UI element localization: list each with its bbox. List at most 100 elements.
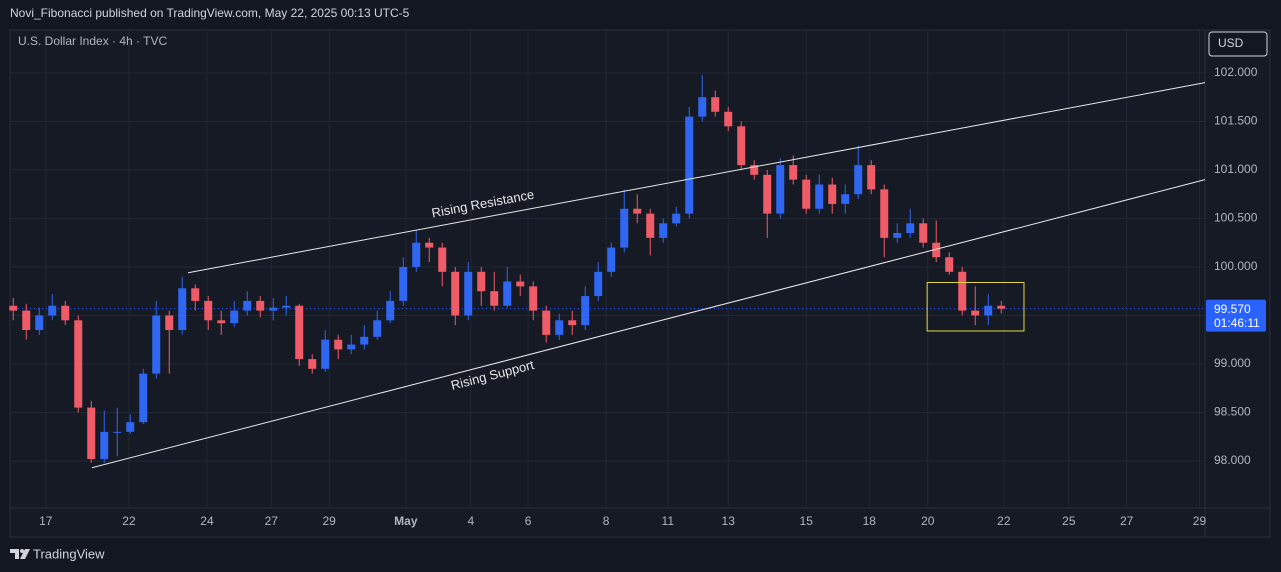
x-tick-label: 6 [525, 514, 532, 528]
candle-body [386, 300, 395, 321]
x-tick-label: 18 [863, 514, 877, 528]
candle-body [542, 310, 551, 335]
candle-body [958, 271, 967, 311]
candle-body [477, 271, 486, 292]
candle-body [802, 179, 811, 209]
candle-body [919, 223, 928, 243]
trend-line [91, 179, 1206, 469]
y-tick-label: 98.500 [1214, 405, 1251, 419]
currency-label[interactable]: USD [1218, 36, 1244, 50]
tv-logo [10, 549, 30, 559]
candle-body [685, 116, 694, 214]
candle-body [971, 310, 980, 316]
candle-body [464, 271, 473, 316]
candle-body [113, 431, 122, 433]
candle-body [672, 213, 681, 224]
x-tick-label: 15 [800, 514, 814, 528]
candle-body [737, 126, 746, 166]
x-tick-label: 22 [997, 514, 1011, 528]
candle-body [373, 320, 382, 337]
x-tick-label: 11 [662, 514, 675, 528]
candle-body [724, 111, 733, 127]
candle-body [100, 431, 109, 460]
candle-body [659, 223, 668, 238]
last-price-tag [1206, 299, 1266, 332]
candle-body [61, 305, 70, 321]
x-tick-label: 25 [1062, 514, 1076, 528]
candle-body [568, 320, 577, 326]
candle-body [152, 315, 161, 374]
x-tick-label: May [394, 514, 418, 528]
y-tick-label: 100.000 [1214, 259, 1258, 273]
candle-body [581, 296, 590, 326]
candle-body [854, 165, 863, 195]
candle-body [516, 281, 525, 287]
x-tick-label: 8 [603, 514, 610, 528]
candle-body [334, 339, 343, 350]
candle-body [529, 286, 538, 311]
candle-body [9, 305, 18, 311]
candle-body [607, 247, 616, 272]
logo-part [20, 549, 24, 553]
candle-body [282, 305, 291, 308]
candle-body [841, 194, 850, 204]
candle-body [997, 305, 1006, 309]
chart-pane [9, 29, 1271, 538]
candle-body [893, 233, 902, 238]
y-tick-label: 99.000 [1214, 356, 1251, 370]
candle-body [191, 288, 200, 301]
candle-body [230, 310, 239, 324]
candle-body [217, 320, 226, 324]
x-tick-label: 4 [467, 514, 474, 528]
x-tick-label: 29 [322, 514, 336, 528]
logo-part [20, 549, 30, 559]
candle-body [74, 320, 83, 408]
x-tick-label: 13 [722, 514, 736, 528]
candle-body [35, 315, 44, 331]
published-line: Novi_Fibonacci published on TradingView.… [10, 6, 410, 20]
y-tick-label: 101.500 [1214, 114, 1258, 128]
candle-body [22, 310, 31, 331]
y-tick-label: 101.000 [1214, 162, 1258, 176]
countdown-label: 01:46:11 [1214, 316, 1260, 330]
candle-body [412, 242, 421, 267]
candle-body [646, 213, 655, 238]
x-tick-label: 27 [265, 514, 279, 528]
candle-body [503, 281, 512, 306]
trend-line [188, 82, 1206, 274]
candle-body [490, 291, 499, 306]
candle-body [880, 189, 889, 238]
candle-body [87, 407, 96, 460]
currency-button[interactable] [1208, 31, 1268, 57]
candle-body [932, 242, 941, 258]
candle-body [815, 184, 824, 209]
candle-body [763, 174, 772, 214]
candle-body [620, 208, 629, 248]
candle-body [555, 320, 564, 335]
symbol-title: U.S. Dollar Index · 4h · TVC [18, 34, 167, 48]
candle-body [776, 165, 785, 214]
x-tick-label: 17 [39, 514, 53, 528]
candle-body [698, 97, 707, 117]
candle-body [243, 300, 252, 311]
last-price-label: 99.570 [1214, 302, 1251, 316]
candle-body [360, 336, 369, 345]
highlight-box [926, 281, 1025, 332]
candle-body [711, 97, 720, 112]
candle-body [165, 315, 174, 331]
candle-body [984, 305, 993, 316]
candle-body [269, 307, 278, 311]
candle-body [828, 184, 837, 204]
candle-body [594, 271, 603, 297]
x-tick-label: 22 [122, 514, 136, 528]
x-tick-label: 29 [1193, 514, 1207, 528]
candle-body [204, 300, 213, 321]
candle-body [425, 242, 434, 248]
logo-part [10, 549, 19, 559]
candle-body [48, 305, 57, 316]
brand: TradingView [33, 546, 105, 561]
candle-body [867, 165, 876, 190]
